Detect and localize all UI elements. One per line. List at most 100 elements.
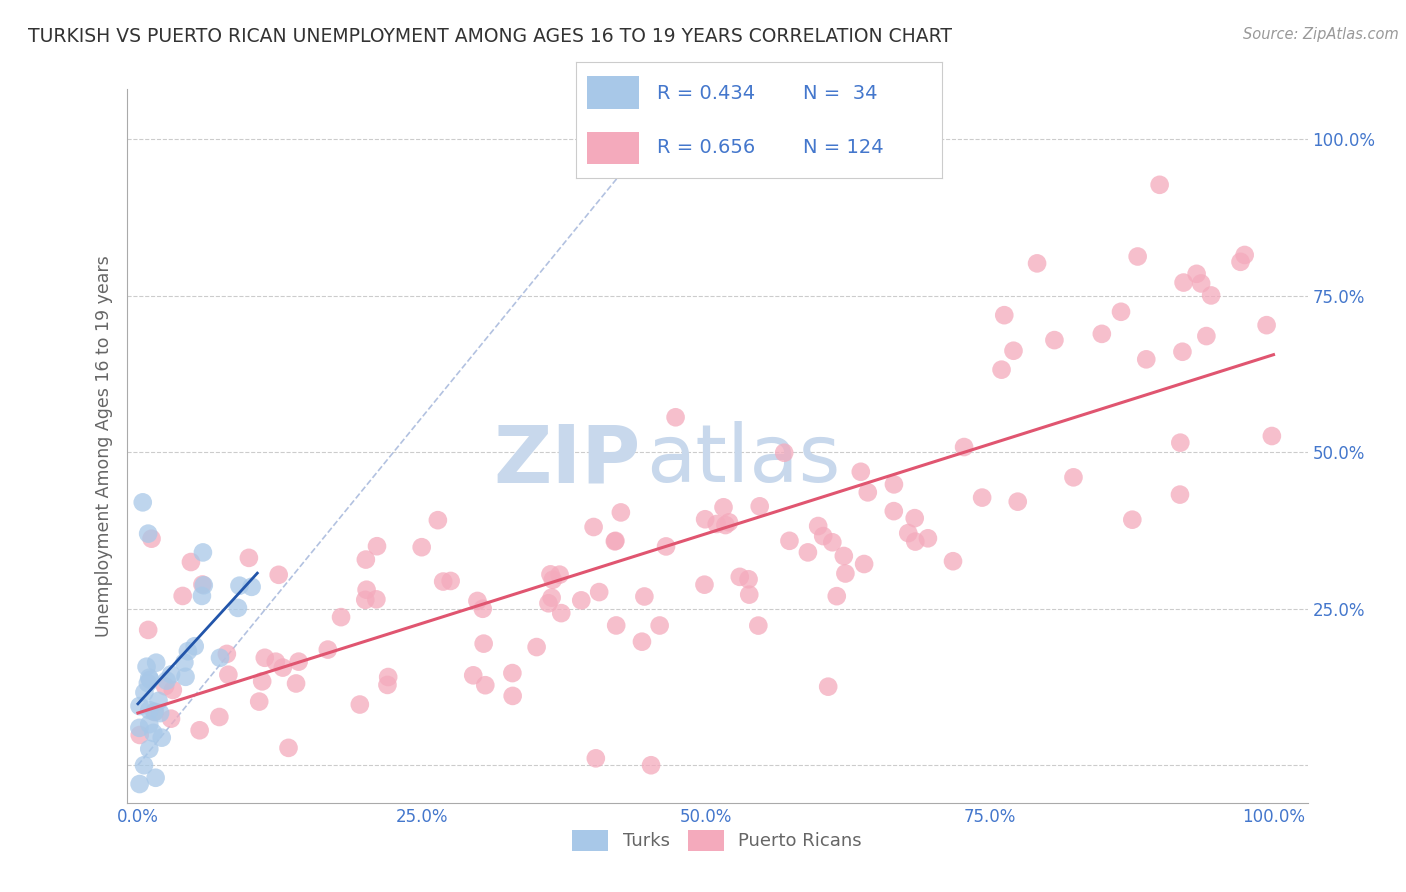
- Point: [773, 446, 796, 460]
- Point: [174, 670, 197, 684]
- Point: [1121, 513, 1143, 527]
- Point: [834, 566, 856, 581]
- Point: [1233, 248, 1256, 262]
- Point: [640, 758, 662, 772]
- Point: [463, 668, 485, 682]
- Point: [142, 726, 165, 740]
- Text: atlas: atlas: [647, 421, 841, 500]
- Point: [356, 582, 378, 597]
- Point: [1168, 487, 1191, 501]
- Point: [1135, 352, 1157, 367]
- Point: [1229, 255, 1251, 269]
- Point: [240, 580, 263, 594]
- Point: [180, 555, 202, 569]
- Point: [1261, 429, 1284, 443]
- Point: [737, 572, 759, 586]
- Point: [134, 685, 156, 699]
- Point: [153, 679, 176, 693]
- Point: [1043, 333, 1066, 347]
- Point: [605, 533, 627, 548]
- Point: [1195, 329, 1218, 343]
- Bar: [588, 132, 638, 164]
- Point: [217, 667, 239, 681]
- Point: [471, 601, 494, 615]
- Point: [354, 552, 377, 566]
- Point: [136, 676, 159, 690]
- Text: TURKISH VS PUERTO RICAN UNEMPLOYMENT AMONG AGES 16 TO 19 YEARS CORRELATION CHART: TURKISH VS PUERTO RICAN UNEMPLOYMENT AMO…: [28, 27, 952, 45]
- Point: [811, 529, 834, 543]
- Point: [849, 465, 872, 479]
- Point: [904, 511, 927, 525]
- Point: [411, 540, 433, 554]
- Point: [138, 742, 160, 756]
- Point: [191, 545, 214, 559]
- Point: [250, 674, 273, 689]
- Point: [526, 640, 548, 654]
- Point: [128, 728, 150, 742]
- Point: [143, 705, 166, 719]
- Point: [193, 578, 215, 592]
- Point: [548, 567, 571, 582]
- Point: [138, 703, 160, 717]
- Point: [138, 717, 160, 731]
- Point: [215, 647, 238, 661]
- Point: [550, 606, 572, 620]
- Point: [148, 694, 170, 708]
- Point: [1168, 435, 1191, 450]
- Point: [883, 504, 905, 518]
- Point: [316, 642, 339, 657]
- Point: [540, 567, 562, 582]
- Point: [582, 520, 605, 534]
- Point: [247, 695, 270, 709]
- Point: [631, 634, 654, 648]
- Point: [541, 573, 564, 587]
- Point: [226, 600, 249, 615]
- Point: [610, 505, 633, 519]
- Point: [993, 308, 1015, 322]
- Point: [747, 618, 769, 632]
- Point: [728, 570, 751, 584]
- Point: [177, 644, 200, 658]
- Point: [474, 678, 496, 692]
- Point: [160, 712, 183, 726]
- Point: [664, 410, 686, 425]
- Point: [990, 362, 1012, 376]
- Point: [748, 500, 770, 514]
- Point: [655, 540, 678, 554]
- Point: [1199, 288, 1222, 302]
- Point: [467, 594, 489, 608]
- Point: [162, 682, 184, 697]
- Text: N =  34: N = 34: [803, 84, 877, 103]
- Point: [145, 656, 167, 670]
- Point: [128, 721, 150, 735]
- Point: [287, 655, 309, 669]
- Point: [585, 751, 607, 765]
- Point: [1185, 267, 1208, 281]
- Point: [821, 535, 844, 549]
- Point: [354, 592, 377, 607]
- Point: [1026, 256, 1049, 270]
- Point: [714, 518, 737, 533]
- Point: [832, 549, 855, 563]
- Point: [183, 639, 205, 653]
- Point: [277, 740, 299, 755]
- Point: [132, 495, 155, 509]
- Point: [817, 680, 839, 694]
- Point: [172, 589, 194, 603]
- Point: [156, 673, 179, 688]
- Point: [501, 666, 523, 681]
- Point: [540, 591, 562, 605]
- Point: [904, 534, 927, 549]
- Point: [128, 699, 150, 714]
- Point: [136, 526, 159, 541]
- Point: [238, 550, 260, 565]
- Point: [1173, 276, 1195, 290]
- Point: [1002, 343, 1025, 358]
- Point: [1007, 494, 1029, 508]
- Point: [143, 705, 166, 719]
- Point: [173, 656, 195, 670]
- Point: [853, 557, 876, 571]
- Point: [569, 593, 592, 607]
- Point: [264, 655, 287, 669]
- Point: [856, 485, 879, 500]
